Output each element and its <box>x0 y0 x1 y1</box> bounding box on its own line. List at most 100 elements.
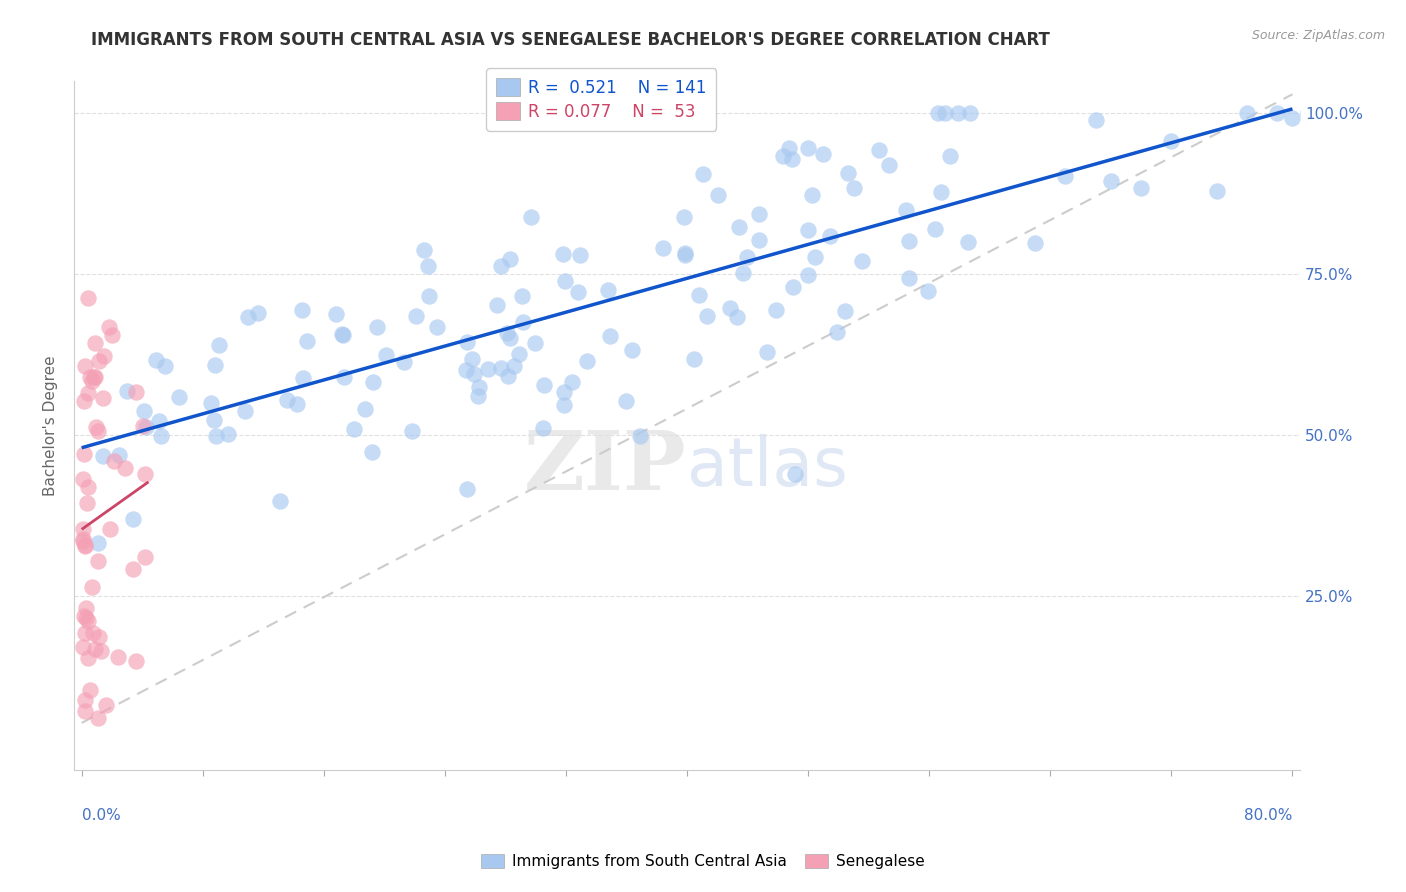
Point <box>79 370 101 384</box>
Point <box>948 106 970 120</box>
Point <box>477 361 499 376</box>
Point <box>91 449 114 463</box>
Point <box>489 259 512 273</box>
Point <box>79 683 101 698</box>
Point <box>84 369 107 384</box>
Point <box>98 522 121 536</box>
Point <box>108 448 131 462</box>
Point <box>204 428 226 442</box>
Point <box>73 539 96 553</box>
Point <box>87 536 110 550</box>
Point <box>134 403 156 417</box>
Point <box>531 421 554 435</box>
Point <box>934 106 956 120</box>
Point <box>683 351 706 366</box>
Point <box>896 203 918 218</box>
Point <box>246 306 269 320</box>
Point <box>93 349 115 363</box>
Point <box>1160 134 1182 148</box>
Point <box>405 310 427 324</box>
Point <box>1205 185 1227 199</box>
Point <box>269 494 291 508</box>
Point <box>599 328 621 343</box>
Point <box>97 320 120 334</box>
Point <box>495 326 517 340</box>
Point <box>553 247 575 261</box>
Point <box>837 166 859 180</box>
Point <box>87 711 110 725</box>
Point <box>114 461 136 475</box>
Point <box>1054 169 1077 183</box>
Point <box>204 358 226 372</box>
Point <box>72 532 94 546</box>
Point <box>755 345 778 359</box>
Point <box>354 402 377 417</box>
Point <box>75 538 97 552</box>
Legend: R =  0.521    N = 141, R = 0.077    N =  53: R = 0.521 N = 141, R = 0.077 N = 53 <box>486 69 716 130</box>
Point <box>467 380 489 394</box>
Point <box>82 626 104 640</box>
Point <box>72 640 94 654</box>
Point <box>75 625 97 640</box>
Point <box>553 385 575 400</box>
Point <box>728 219 751 234</box>
Point <box>554 274 576 288</box>
Point <box>72 609 94 624</box>
Point <box>167 391 190 405</box>
Point <box>72 522 94 536</box>
Point <box>851 254 873 268</box>
Point <box>332 328 354 343</box>
Point <box>898 270 921 285</box>
Point <box>780 152 803 166</box>
Point <box>628 429 651 443</box>
Point <box>533 378 555 392</box>
Point <box>825 325 848 339</box>
Point <box>107 649 129 664</box>
Point <box>90 644 112 658</box>
Point <box>202 413 225 427</box>
Point <box>200 396 222 410</box>
Point <box>132 419 155 434</box>
Point <box>276 393 298 408</box>
Point <box>72 472 94 486</box>
Point <box>72 533 94 548</box>
Point <box>75 610 97 624</box>
Point <box>929 185 952 199</box>
Point <box>772 149 794 163</box>
Point <box>121 562 143 576</box>
Point <box>87 354 110 368</box>
Point <box>77 291 100 305</box>
Point <box>208 338 231 352</box>
Point <box>1265 106 1288 120</box>
Point <box>361 375 384 389</box>
Point <box>325 308 347 322</box>
Point <box>673 245 696 260</box>
Point <box>508 347 530 361</box>
Point <box>519 210 541 224</box>
Point <box>122 511 145 525</box>
Point <box>145 353 167 368</box>
Point <box>392 355 415 369</box>
Point <box>456 335 478 350</box>
Point <box>291 303 314 318</box>
Point <box>1024 235 1046 250</box>
Point <box>1296 106 1319 120</box>
Point <box>621 111 644 125</box>
Point <box>418 288 440 302</box>
Point <box>510 289 533 303</box>
Point <box>692 167 714 181</box>
Point <box>696 309 718 323</box>
Point <box>1130 181 1153 195</box>
Y-axis label: Bachelor's Degree: Bachelor's Degree <box>44 355 58 495</box>
Point <box>748 207 770 221</box>
Point <box>125 654 148 668</box>
Point <box>567 285 589 299</box>
Point <box>217 427 239 442</box>
Point <box>285 397 308 411</box>
Point <box>461 352 484 367</box>
Point <box>83 370 105 384</box>
Text: atlas: atlas <box>688 434 848 500</box>
Point <box>782 280 804 294</box>
Point <box>785 467 807 482</box>
Text: IMMIGRANTS FROM SOUTH CENTRAL ASIA VS SENEGALESE BACHELOR'S DEGREE CORRELATION C: IMMIGRANTS FROM SOUTH CENTRAL ASIA VS SE… <box>91 31 1050 49</box>
